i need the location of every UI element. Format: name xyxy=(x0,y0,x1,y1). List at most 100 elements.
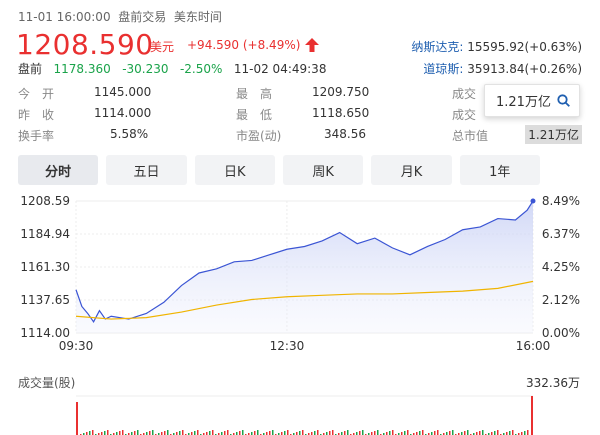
y-tick-label-right: 0.00% xyxy=(542,326,580,340)
volume-bar xyxy=(329,431,331,435)
volume-bar xyxy=(89,431,91,435)
volume-bar xyxy=(479,431,481,435)
volume-bar xyxy=(383,433,385,435)
index-nasdaq[interactable]: 纳斯达克: 15595.92(+0.63%) xyxy=(411,40,582,54)
volume-bar xyxy=(362,430,364,435)
volume-bar xyxy=(491,432,493,435)
arrow-up-icon xyxy=(305,38,319,52)
volume-bar xyxy=(368,433,370,435)
volume-bar xyxy=(173,433,175,435)
volume-bar xyxy=(488,433,490,435)
volume-bar xyxy=(356,432,358,435)
volume-bar xyxy=(332,430,334,435)
timezone-label: 美东时间 xyxy=(173,10,222,24)
volume-bar xyxy=(281,432,283,435)
low-label: 最 低 xyxy=(236,108,273,122)
market-cap-value: 1.21万亿 xyxy=(525,125,582,144)
volume-bar-close xyxy=(531,396,533,435)
market-cap-label: 总市值 xyxy=(452,129,489,143)
y-tick-label-left: 1161.30 xyxy=(20,260,70,274)
volume-bar xyxy=(203,433,205,435)
volume-bar xyxy=(257,430,259,435)
volume-bar xyxy=(431,432,433,435)
market-cap-popup[interactable]: 1.21万亿 xyxy=(484,84,580,117)
volume-bar xyxy=(92,430,94,435)
price-change: +94.590 (+8.49%) xyxy=(187,38,301,52)
tab-five-day[interactable]: 五日 xyxy=(106,155,187,185)
volume-bar xyxy=(434,431,436,435)
search-icon[interactable] xyxy=(557,94,570,107)
x-tick-label: 16:00 xyxy=(516,339,551,353)
volume-bar xyxy=(221,432,223,435)
volume-bar xyxy=(293,433,295,435)
amount-label: 成交 xyxy=(452,108,477,122)
volume-bar xyxy=(512,430,514,435)
last-price: 1208.590 xyxy=(16,28,154,61)
open-label: 今 开 xyxy=(18,87,55,101)
volume-bar xyxy=(317,430,319,435)
volume-bar xyxy=(137,430,139,435)
intraday-chart: 1208.59 8.49% 1184.94 6.37% 1161.30 4.25% 1137… xyxy=(18,194,580,435)
volume-bar xyxy=(374,431,376,435)
volume-bar xyxy=(119,431,121,435)
volume-bar xyxy=(377,430,379,435)
low-value: 1118.650 xyxy=(312,106,370,120)
volume-bar xyxy=(107,430,109,435)
volume-bar xyxy=(326,432,328,435)
y-tick-label-left: 1137.65 xyxy=(20,293,70,307)
volume-bar xyxy=(179,431,181,435)
volume-bar xyxy=(116,432,118,435)
prev-close-value: 1114.000 xyxy=(94,106,152,120)
volume-label: 成交 xyxy=(452,87,477,101)
volume-bar xyxy=(518,433,520,435)
volume-bar xyxy=(83,433,85,435)
volume-bar xyxy=(392,430,394,435)
volume-bar xyxy=(191,432,193,435)
volume-bar xyxy=(449,431,451,435)
volume-bar xyxy=(101,432,103,435)
x-tick-label: 09:30 xyxy=(59,339,94,353)
y-tick-label-left: 1114.00 xyxy=(20,326,70,340)
volume-bar xyxy=(296,432,298,435)
open-value: 1145.000 xyxy=(94,85,152,99)
volume-bar xyxy=(419,431,421,435)
turnover-value: 5.58% xyxy=(110,127,149,141)
tab-one-year[interactable]: 1年 xyxy=(459,155,540,185)
volume-bar xyxy=(494,431,496,435)
volume-bar xyxy=(497,430,499,435)
volume-bar xyxy=(218,433,220,435)
volume-bar xyxy=(131,432,133,435)
volume-bar xyxy=(206,432,208,435)
volume-bar xyxy=(113,433,115,435)
volume-bar xyxy=(134,431,136,435)
price-area xyxy=(76,201,533,333)
volume-label: 成交量(股) xyxy=(18,375,75,390)
volume-bar xyxy=(482,430,484,435)
volume-bar xyxy=(353,433,355,435)
volume-bar xyxy=(86,432,88,435)
volume-bar xyxy=(176,432,178,435)
volume-bar xyxy=(182,430,184,435)
volume-bar xyxy=(167,430,169,435)
volume-bar xyxy=(506,432,508,435)
volume-bar xyxy=(149,431,151,435)
volume-bar xyxy=(188,433,190,435)
index-dow[interactable]: 道琼斯: 35913.84(+0.26%) xyxy=(423,62,582,76)
tab-intraday[interactable]: 分时 xyxy=(18,155,99,185)
tab-monthly-k[interactable]: 月K xyxy=(371,155,452,185)
volume-bar xyxy=(164,431,166,435)
tab-weekly-k[interactable]: 周K xyxy=(282,155,364,185)
average-line xyxy=(75,280,534,320)
volume-bar xyxy=(212,430,214,435)
turnover-label: 换手率 xyxy=(18,129,55,143)
volume-bar xyxy=(428,433,430,435)
volume-bar xyxy=(509,431,511,435)
volume-bar xyxy=(152,430,154,435)
volume-bar xyxy=(467,430,469,435)
volume-bar xyxy=(527,430,529,435)
pe-label: 市盈(动) xyxy=(236,129,282,143)
volume-bar xyxy=(308,433,310,435)
volume-bar xyxy=(524,431,526,435)
volume-bar xyxy=(263,433,265,435)
tab-daily-k[interactable]: 日K xyxy=(194,155,275,185)
